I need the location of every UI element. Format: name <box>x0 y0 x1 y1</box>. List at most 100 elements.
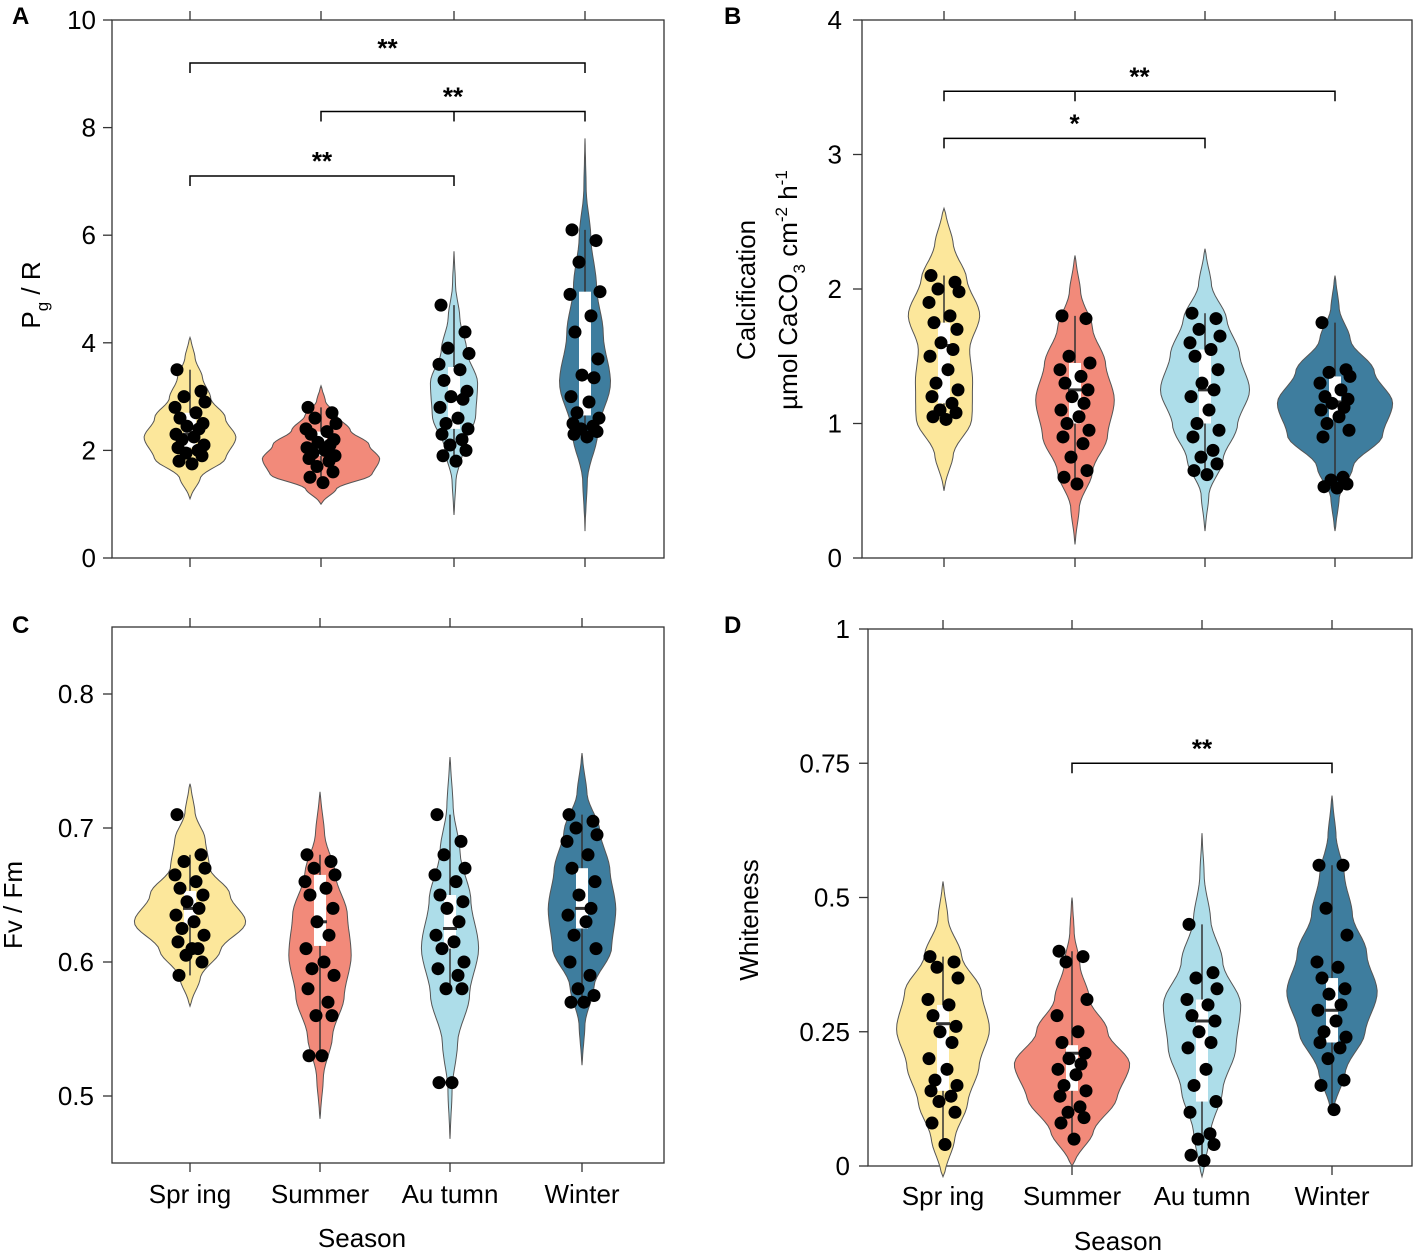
panel-c-point-summer <box>322 928 336 942</box>
panel-d-point-spring <box>947 955 961 969</box>
panel-d-point-winter <box>1336 858 1350 872</box>
panel-c-point-winter <box>584 901 598 915</box>
panel-b-point-spring <box>924 269 938 283</box>
panel-c-point-winter <box>587 989 601 1002</box>
panel-d-point-summer <box>1071 1025 1085 1039</box>
panel-b-point-autumn <box>1186 430 1200 444</box>
panel-a-point-autumn <box>459 443 473 457</box>
panel-c-point-summer <box>321 995 335 1009</box>
panel-c-plot: 0.5 0.6 0.7 0.8 Spr ing Summer Au tumn Winter <box>58 618 620 1209</box>
panel-b-ylabel-sup2: -1 <box>772 170 791 185</box>
panel-b-point-winter <box>1342 423 1356 437</box>
panel-a-point-autumn <box>432 357 446 371</box>
panel-c-point-winter <box>567 928 581 942</box>
panel-c-point-winter <box>571 982 585 996</box>
panel-c-point-summer <box>303 888 317 902</box>
panel-c-ylabel: Fv / Fm <box>0 861 28 949</box>
panel-c-point-summer <box>302 1049 316 1063</box>
panel-b-point-winter <box>1334 383 1348 397</box>
panel-b-point-summer <box>1074 369 1088 383</box>
panel-a-ytick-label: 4 <box>82 328 96 358</box>
panel-c-point-winter <box>572 888 586 902</box>
panel-d-point-summer <box>1077 1111 1091 1125</box>
panel-a-point-autumn <box>449 454 463 468</box>
panel-c-point-winter <box>569 821 583 835</box>
panel-c-point-summer <box>324 855 338 868</box>
panel-a-point-summer <box>308 411 322 425</box>
panel-c-point-spring <box>168 868 182 882</box>
panel-a-ytick-label: 0 <box>82 543 96 573</box>
panel-a-letter: A <box>12 3 29 30</box>
panel-d-point-summer <box>1053 1089 1067 1103</box>
panel-b-point-summer <box>1062 349 1076 363</box>
panel-d-point-summer <box>1076 950 1090 964</box>
panel-a-point-winter <box>580 430 594 444</box>
panel-a-box-winter <box>579 291 591 416</box>
panel-d-point-autumn <box>1191 1132 1205 1146</box>
panel-b-point-spring <box>941 363 955 377</box>
panel-c-point-spring <box>173 881 187 895</box>
panel-c-point-winter <box>588 875 602 889</box>
panel-d-point-summer <box>1059 955 1073 969</box>
panel-d-point-summer <box>1062 1052 1076 1066</box>
panel-d-point-spring <box>932 1095 946 1109</box>
panel-a-point-autumn <box>441 341 455 355</box>
panel-c-point-spring <box>171 935 185 949</box>
panel-d-point-autumn <box>1210 982 1224 996</box>
panel-c-point-spring <box>170 808 184 822</box>
panel-d-point-spring <box>922 1052 936 1066</box>
panel-a-point-summer <box>318 443 332 457</box>
panel-a-point-winter <box>584 309 598 323</box>
panel-b-point-winter <box>1317 480 1331 494</box>
panel-a-point-winter <box>593 285 607 299</box>
panel-b-sig-label: * <box>1069 108 1080 138</box>
panel-d-point-winter <box>1329 1014 1343 1028</box>
panel-c-xtick-label-summer: Summer <box>271 1179 370 1209</box>
panel-c-point-winter <box>560 834 574 848</box>
panel-d-point-spring <box>924 1084 938 1098</box>
panel-a-ytick-label: 6 <box>82 220 96 250</box>
panel-b-point-autumn <box>1195 376 1209 390</box>
panel-b-point-spring <box>929 376 943 390</box>
panel-a-frame <box>111 19 665 559</box>
panel-c-point-winter <box>563 955 577 969</box>
panel-b-letter: B <box>724 3 741 30</box>
panel-c-point-spring <box>180 895 194 909</box>
panel-a-point-spring <box>187 430 201 444</box>
panel-c-xlabel: Season <box>318 1223 406 1253</box>
panel-d-point-winter <box>1339 1030 1353 1044</box>
panel-d-point-autumn <box>1207 1138 1221 1152</box>
panel-d-point-summer <box>1069 1068 1083 1082</box>
panel-d-xtick-label-summer: Summer <box>1023 1181 1122 1211</box>
panel-a-point-spring <box>195 449 209 463</box>
panel-a-point-autumn <box>435 427 449 441</box>
panel-c-point-autumn <box>449 875 463 889</box>
panel-c-point-summer <box>301 982 315 996</box>
panel-c-point-summer <box>325 1009 339 1023</box>
panel-c-point-winter <box>561 908 575 922</box>
panel-c-point-autumn <box>435 942 449 956</box>
panel-b-sig-bracket <box>943 137 1206 149</box>
panel-a-point-winter <box>568 325 582 339</box>
panel-d-point-spring <box>923 950 937 964</box>
panel-a-plot: 0 2 4 6 8 10 ** ** ** <box>67 5 612 573</box>
panel-b-point-autumn <box>1207 383 1221 397</box>
panel-a-point-autumn <box>439 417 453 430</box>
panel-a-point-spring <box>180 419 194 433</box>
panel-b-point-summer <box>1077 396 1091 410</box>
panel-d-point-autumn <box>1204 1035 1218 1049</box>
panel-a-point-winter <box>590 425 604 439</box>
panel-b-point-summer <box>1058 376 1072 390</box>
panel-c-point-spring <box>172 968 186 982</box>
panel-d-point-spring <box>948 1105 962 1119</box>
panel-a-point-autumn <box>458 325 472 339</box>
panel-b-point-summer <box>1083 356 1097 370</box>
panel-a-point-summer <box>316 476 330 490</box>
panel-d-point-winter <box>1340 928 1354 942</box>
panel-b-point-autumn <box>1202 403 1216 417</box>
panel-a-point-spring <box>177 390 191 404</box>
panel-c-point-spring <box>192 901 206 915</box>
panel-b-point-summer <box>1080 464 1094 478</box>
panel-d-point-winter <box>1319 901 1333 915</box>
